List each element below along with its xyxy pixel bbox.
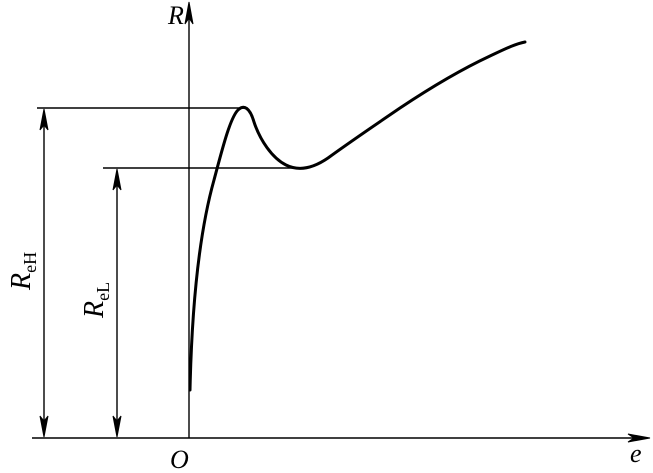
lower-yield-label: ReL	[79, 282, 113, 319]
upper-dimension-bottom-arrow	[39, 415, 49, 438]
upper-yield-label: ReH	[6, 252, 40, 291]
y-axis-arrowhead	[184, 1, 194, 25]
lower-dimension-bottom-arrow	[112, 415, 122, 438]
x-axis-arrowhead	[627, 433, 651, 443]
x-axis-label: e	[630, 439, 642, 468]
svg-text:ReH: ReH	[6, 252, 40, 291]
upper-dimension-top-arrow	[39, 108, 49, 131]
origin-label: O	[170, 445, 189, 473]
y-axis-label: R	[167, 1, 184, 30]
stress-strain-curve	[188, 40, 527, 392]
lower-dimension-top-arrow	[112, 168, 122, 191]
svg-text:ReL: ReL	[79, 282, 113, 319]
